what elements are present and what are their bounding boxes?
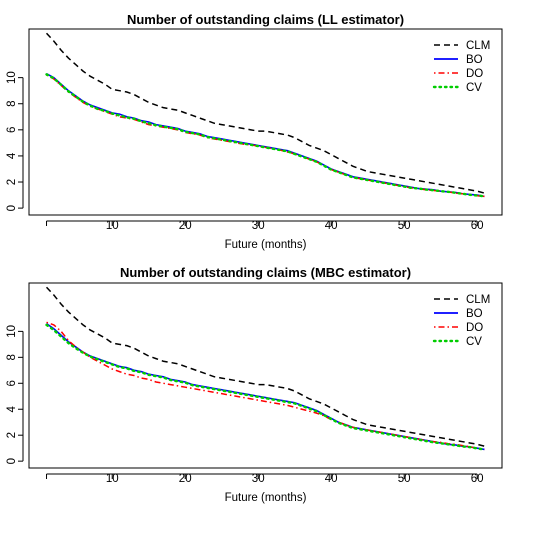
x-tick-label: 40 [325,220,338,232]
series-line-cv [45,73,486,198]
y-tick-label: 6 [6,380,18,386]
y-tick-label: 4 [6,152,18,159]
x-axis-label: Future (months) [225,492,307,504]
chart-title: Number of outstanding claims (LL estimat… [127,12,404,27]
series-line-clm [45,286,485,447]
series-line-bo [46,73,485,198]
y-tick-label: 6 [6,127,18,133]
x-tick-label: 40 [325,473,338,485]
chart-panel-1: Number of outstanding claims (LL estimat… [6,12,503,251]
x-tick-label: 60 [471,220,484,232]
y-tick-label: 8 [6,101,18,107]
plot-frame [28,28,503,216]
legend-label-bo: BO [466,54,483,66]
x-tick-label: 50 [398,220,411,232]
series-line-do [46,74,485,198]
x-tick-label: 30 [252,473,265,485]
legend-label-cv: CV [466,82,482,94]
x-tick-label: 60 [471,473,484,485]
legend-label-do: DO [466,68,483,80]
legend-label-clm: CLM [466,40,490,52]
y-tick-label: 8 [6,354,18,360]
y-tick-label: 10 [6,71,18,84]
y-tick-label: 0 [6,458,18,464]
legend-label-clm: CLM [466,294,490,306]
series-line-bo [46,322,485,451]
y-tick-label: 2 [6,432,18,438]
y-tick-label: 10 [6,325,18,338]
legend-label-cv: CV [466,336,482,348]
legend-label-bo: BO [466,308,483,320]
y-tick-label: 4 [6,405,18,412]
x-tick-label: 50 [398,473,411,485]
x-axis-label: Future (months) [225,239,307,251]
series-line-cv [45,323,486,451]
series-line-clm [45,32,485,194]
chart-panel-2: Number of outstanding claims (MBC estima… [6,265,503,504]
y-tick-label: 2 [6,179,18,185]
chart-title: Number of outstanding claims (MBC estima… [120,265,411,280]
series-line-do [46,321,485,451]
x-tick-label: 20 [179,220,192,232]
x-tick-label: 20 [179,473,192,485]
y-tick-label: 0 [6,205,18,211]
x-tick-label: 10 [106,220,119,232]
x-tick-label: 30 [252,220,265,232]
plot-frame [28,282,503,469]
x-tick-label: 10 [106,473,119,485]
legend-label-do: DO [466,322,483,334]
